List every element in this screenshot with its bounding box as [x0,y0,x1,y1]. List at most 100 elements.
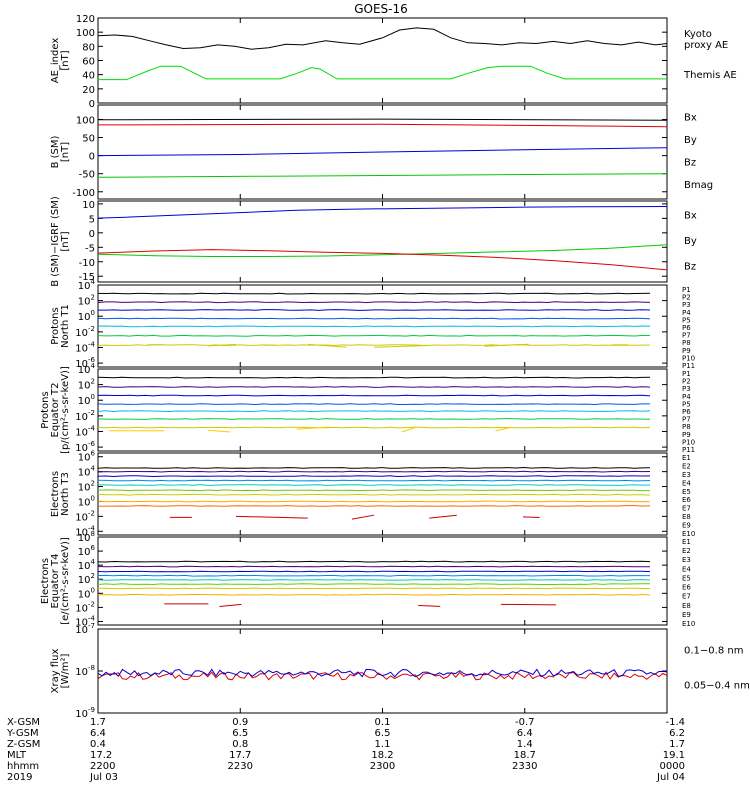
panel-3: -15 -10 -5 0 5 10 B (SM)−IGRF (SM) [nT] Bx By Bz [50,196,697,287]
x-axis-value: 6.5 [375,728,391,739]
panel-frame [97,536,668,626]
legend-entry: E8 [682,602,691,610]
legend-entry: E1 [682,538,691,546]
legend: Bx By Bz Bmag [684,113,713,191]
legend-entry: P7 [682,332,691,340]
legend-entry: Themis AE [683,70,737,81]
y-axis-label: North T3 [60,472,71,516]
legend-entry: P3 [682,301,691,309]
y-tick-label: 20 [82,85,95,96]
series-line-e3 [98,475,651,478]
y-tick-label: 106 [78,544,96,558]
x-axis-value: 2330 [512,761,537,772]
series-line-p2 [98,301,651,304]
fragment-segment [418,605,441,607]
y-tick-label: 102 [78,572,95,586]
y-tick-label: 80 [82,42,95,53]
fragment-segment [401,426,419,433]
legend-entry: P2 [682,294,691,302]
y-tick-label: 10-2 [75,409,95,423]
legend-entry: E9 [682,611,691,619]
legend-entry: E7 [682,593,691,601]
series-line-e4 [98,479,651,482]
series-line-e4 [98,574,650,577]
x-axis-value: 0.4 [90,739,106,750]
x-axis-value: 18.2 [371,750,393,761]
y-tick-label: 102 [78,480,95,494]
fragment-segment [523,516,540,519]
series-line-e3 [98,570,651,573]
y-axis-label: Xray flux [50,649,61,694]
legend-entry: E10 [682,530,695,538]
fragment-segment [351,514,375,520]
legend-entry: E5 [682,488,691,496]
series-line-bz [98,249,667,271]
x-axis-row-label: MLT [7,750,27,761]
y-axis-label: [e/(cm²-s-sr-keV)] [60,537,71,625]
y-tick-label: -10 [79,258,95,269]
y-tick-label: 120 [76,14,95,25]
fragment-segment [429,514,457,519]
x-axis-value: 1.4 [517,739,533,750]
series-line-e5 [98,484,651,486]
y-tick-label: -100 [72,188,95,199]
legend-entry: P3 [682,385,691,393]
series-line-p2 [98,386,651,388]
legend-entry: P6 [682,408,691,416]
legend-entry: 0.1−0.8 nm [684,646,743,657]
series-line-e1 [98,560,651,563]
legend-entry: E3 [682,556,691,564]
series-group [98,118,667,178]
fragment-segment [208,343,237,347]
series-line-bx [98,206,667,219]
legend-entry: P8 [682,339,691,347]
x-axis-row-label: Y-GSM [6,728,39,739]
y-tick-label: 50 [82,134,95,145]
y-tick-label: 104 [78,465,96,479]
series-group [98,206,667,271]
legend-entry: P5 [682,400,691,408]
fragment-segment [373,344,430,348]
series-line-0-05-0-4-nm [98,668,667,678]
y-tick-label: 60 [82,57,95,68]
legend-entry: Bz [684,157,696,168]
y-axis-label: Protons [40,391,51,428]
y-axis-label: Equator T2 [50,383,61,438]
series-line-bx [98,147,667,157]
legend-entry: P4 [682,309,691,317]
legend-entry: P5 [682,316,691,324]
legend-entry: E10 [682,620,695,628]
series-line-bz [98,123,667,128]
legend-entry: P8 [682,423,691,431]
legend-entry: E5 [682,574,691,582]
fragment-segment [208,429,231,433]
series-line-e6 [98,583,650,586]
x-axis-row-label: 2019 [7,772,32,783]
y-tick-label: 100 [76,115,95,126]
legend-entry: Bx [684,113,697,124]
y-tick-label: 10-4 [75,340,95,354]
series-line-p6 [98,418,651,420]
x-axis-value: 18.7 [514,750,536,761]
series-line-e7 [98,493,651,496]
y-tick-label: 108 [78,530,95,544]
y-tick-label: 0 [89,152,95,163]
legend-entry: P2 [682,378,691,386]
x-axis-value: Jul 03 [89,772,118,783]
legend-entry: E7 [682,505,691,513]
series-line-e2 [98,470,651,473]
fragment-segment [263,344,275,346]
y-tick-label: 102 [78,294,95,308]
legend-entry: E3 [682,471,691,479]
series-line-p5 [98,410,651,413]
x-axis-row-label: hhmm [7,761,39,772]
fragment-segment [296,426,330,430]
series-line-p3 [98,309,651,311]
